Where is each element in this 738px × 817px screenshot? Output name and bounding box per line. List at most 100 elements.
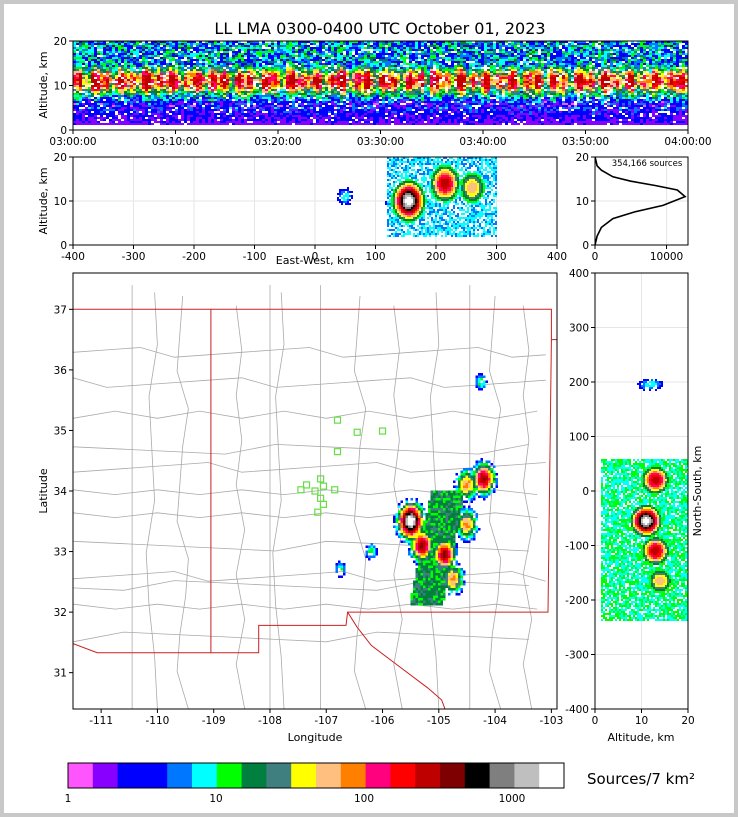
density-cell (226, 49, 229, 51)
density-cell (385, 121, 388, 123)
density-cell (268, 109, 271, 111)
density-cell (421, 43, 424, 45)
density-cell (217, 109, 220, 111)
density-cell (106, 75, 109, 77)
density-cell (319, 45, 322, 47)
density-cell (382, 55, 385, 57)
density-cell (394, 119, 397, 121)
density-cell (124, 93, 127, 95)
density-cell (358, 83, 361, 85)
density-cell (340, 105, 343, 107)
density-cell (79, 73, 82, 75)
density-cell (130, 73, 133, 75)
density-cell (376, 87, 379, 89)
density-cell (325, 113, 328, 115)
density-cell (94, 55, 97, 57)
density-cell (178, 89, 181, 91)
density-cell (88, 69, 91, 71)
density-cell (295, 95, 298, 97)
density-cell (313, 111, 316, 113)
density-cell (160, 67, 163, 69)
density-cell (166, 95, 169, 97)
density-cell (427, 119, 430, 121)
density-cell (91, 93, 94, 95)
density-cell (151, 57, 154, 59)
density-cell (400, 51, 403, 53)
density-cell (160, 93, 163, 95)
density-cell (115, 89, 118, 91)
density-cell (106, 77, 109, 79)
density-cell (361, 61, 364, 63)
density-cell (79, 117, 82, 119)
density-cell (202, 81, 205, 83)
density-cell (304, 41, 307, 43)
density-cell (124, 85, 127, 87)
density-cell (430, 51, 433, 53)
density-cell (229, 97, 232, 99)
density-cell (175, 81, 178, 83)
density-cell (181, 63, 184, 65)
density-cell (220, 85, 223, 87)
density-cell (286, 97, 289, 99)
density-cell (253, 67, 256, 69)
density-cell (403, 73, 406, 75)
density-cell (286, 73, 289, 75)
density-cell (85, 63, 88, 65)
density-cell (73, 47, 76, 49)
density-cell (295, 55, 298, 57)
density-cell (265, 49, 268, 51)
density-cell (229, 79, 232, 81)
density-cell (241, 47, 244, 49)
density-cell (244, 89, 247, 91)
density-cell (427, 65, 430, 67)
density-cell (232, 89, 235, 91)
density-cell (157, 63, 160, 65)
density-cell (406, 121, 409, 123)
density-cell (454, 101, 457, 103)
density-cell (286, 117, 289, 119)
density-cell (76, 109, 79, 111)
density-cell (304, 71, 307, 73)
density-cell (376, 79, 379, 81)
density-cell (283, 81, 286, 83)
density-cell (325, 121, 328, 123)
density-cell (232, 95, 235, 97)
density-cell (412, 87, 415, 89)
density-cell (406, 109, 409, 111)
density-cell (331, 121, 334, 123)
density-cell (187, 53, 190, 55)
density-cell (256, 47, 259, 49)
density-cell (211, 81, 214, 83)
density-cell (304, 49, 307, 51)
density-cell (181, 93, 184, 95)
density-cell (100, 87, 103, 89)
density-cell (409, 55, 412, 57)
density-cell (385, 91, 388, 93)
density-cell (205, 99, 208, 101)
density-cell (106, 117, 109, 119)
density-cell (247, 79, 250, 81)
density-cell (301, 47, 304, 49)
density-cell (265, 91, 268, 93)
density-cell (133, 45, 136, 47)
density-cell (292, 65, 295, 67)
density-cell (343, 49, 346, 51)
density-cell (460, 97, 463, 99)
density-cell (364, 43, 367, 45)
density-cell (349, 69, 352, 71)
density-cell (262, 51, 265, 53)
density-cell (223, 75, 226, 77)
density-cell (457, 49, 460, 51)
density-cell (331, 111, 334, 113)
density-cell (259, 91, 262, 93)
density-cell (199, 121, 202, 123)
density-cell (118, 107, 121, 109)
density-cell (328, 97, 331, 99)
density-cell (316, 119, 319, 121)
density-cell (217, 53, 220, 55)
density-cell (445, 63, 448, 65)
density-cell (121, 107, 124, 109)
density-cell (355, 59, 358, 61)
density-cell (190, 43, 193, 45)
density-cell (175, 103, 178, 105)
